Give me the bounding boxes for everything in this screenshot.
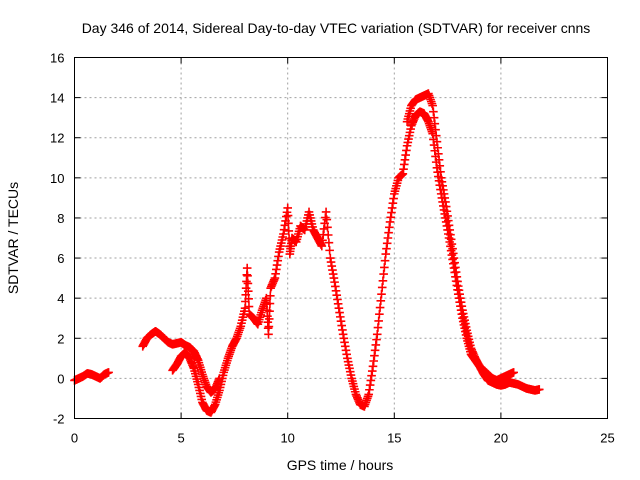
- x-tick-label: 20: [494, 431, 508, 446]
- x-tick-label: 5: [177, 431, 184, 446]
- data-point-marker: [284, 218, 293, 228]
- data-point-marker: [283, 211, 293, 220]
- data-point-marker: [283, 203, 292, 213]
- axis-ticks: [74, 57, 608, 419]
- data-point-marker: [243, 286, 253, 296]
- y-tick-label: 2: [57, 331, 64, 346]
- data-point-marker: [264, 322, 274, 331]
- y-tick-label: 12: [50, 131, 64, 146]
- data-point-marker: [379, 269, 388, 279]
- data-point-marker: [323, 230, 333, 240]
- data-series-sdtvar: [70, 89, 544, 417]
- data-point-marker: [373, 323, 383, 332]
- data-point-marker: [243, 279, 253, 288]
- data-point-marker: [264, 314, 274, 324]
- data-point-marker: [243, 271, 252, 281]
- data-point-marker: [244, 294, 253, 304]
- data-point-marker: [265, 306, 274, 316]
- plot-frame: [74, 57, 608, 419]
- y-axis-label: SDTVAR / TECUs: [5, 182, 21, 294]
- data-point-marker: [378, 276, 388, 286]
- y-tick-label: 6: [57, 251, 64, 266]
- data-point-marker: [375, 303, 385, 312]
- data-point-marker: [324, 238, 334, 247]
- data-point-marker: [509, 368, 518, 377]
- y-tick-label: 4: [57, 291, 64, 306]
- y-tick-label: 8: [57, 211, 64, 226]
- y-tick-labels: -2 0 2 4 6 8 10 12 14 16: [50, 51, 64, 427]
- x-tick-label: 15: [387, 431, 401, 446]
- x-tick-label: 25: [600, 431, 614, 446]
- data-point-marker: [377, 289, 386, 299]
- x-axis-label: GPS time / hours: [287, 457, 394, 473]
- data-point-marker: [377, 283, 387, 292]
- data-point-marker: [323, 223, 332, 232]
- x-tick-label: 10: [280, 431, 294, 446]
- y-tick-label: 16: [50, 51, 64, 66]
- data-point-marker: [242, 263, 252, 273]
- chart-title: Day 346 of 2014, Sidereal Day-to-day VTE…: [82, 20, 591, 36]
- data-point-marker: [284, 226, 294, 236]
- grid-lines: [74, 57, 608, 419]
- x-tick-label: 0: [71, 431, 78, 446]
- data-point-marker: [264, 329, 273, 339]
- x-tick-labels: 0 5 10 15 20 25: [71, 431, 615, 446]
- data-point-marker: [322, 215, 332, 224]
- data-point-marker: [321, 207, 331, 217]
- y-tick-label: 10: [50, 171, 64, 186]
- data-point-marker: [375, 309, 384, 319]
- data-point-marker: [374, 316, 383, 326]
- data-point-marker: [265, 291, 275, 301]
- data-point-marker: [372, 329, 382, 339]
- data-point-marker: [380, 263, 389, 272]
- y-tick-label: 0: [57, 371, 64, 386]
- data-point-marker: [104, 368, 113, 377]
- data-point-marker: [325, 246, 334, 255]
- data-point-marker: [265, 299, 275, 308]
- data-point-marker: [380, 256, 390, 266]
- y-tick-label: 14: [50, 91, 64, 106]
- data-point-marker: [244, 302, 254, 311]
- data-point-marker: [534, 385, 544, 394]
- data-point-marker: [376, 296, 386, 306]
- y-tick-label: -2: [53, 412, 65, 427]
